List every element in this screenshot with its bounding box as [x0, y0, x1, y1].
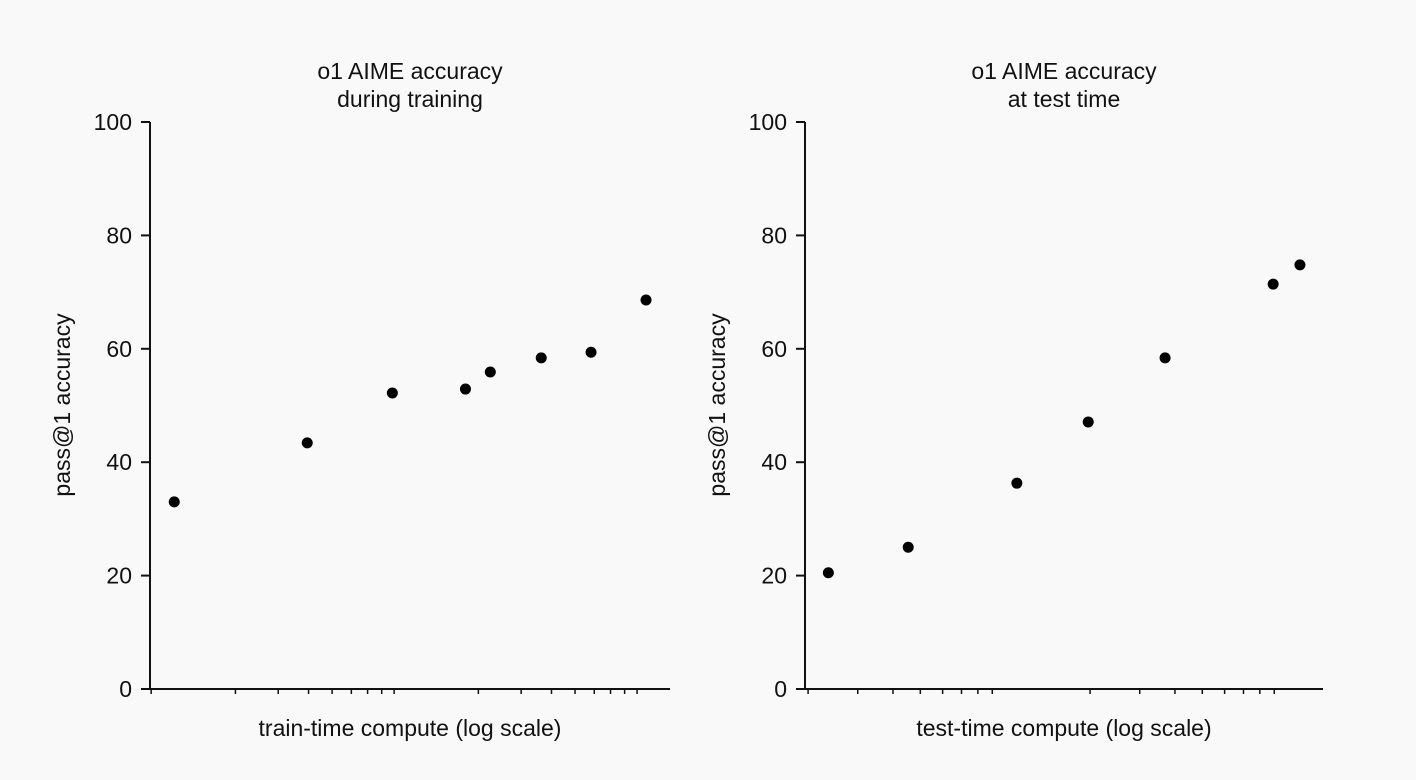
- y-axis-label: pass@1 accuracy: [49, 313, 75, 497]
- data-point: [585, 346, 597, 358]
- data-point: [386, 387, 398, 399]
- chart-title-line-1: o1 AIME accuracy: [317, 58, 503, 84]
- x-axis-label: test-time compute (log scale): [916, 715, 1211, 741]
- data-point: [902, 541, 914, 553]
- data-point: [1294, 259, 1306, 271]
- panel-train: o1 AIME accuracy during training train-t…: [49, 58, 670, 741]
- data-point: [1011, 477, 1023, 489]
- y-tick-label: 100: [749, 109, 787, 135]
- y-tick-label: 0: [119, 676, 132, 702]
- data-point: [1159, 352, 1171, 364]
- data-point: [822, 567, 834, 579]
- chart-title-line-1: o1 AIME accuracy: [971, 58, 1157, 84]
- data-point: [640, 294, 652, 306]
- y-tick-label: 40: [106, 449, 132, 475]
- y-tick-label: 0: [774, 676, 787, 702]
- y-axis-label: pass@1 accuracy: [704, 313, 730, 497]
- y-tick-label: 80: [106, 222, 132, 248]
- data-point: [484, 366, 496, 378]
- data-point: [1082, 416, 1094, 428]
- panel-test: o1 AIME accuracy at test time test-time …: [704, 58, 1323, 741]
- data-point: [459, 383, 471, 395]
- y-tick-label: 60: [106, 336, 132, 362]
- y-tick-label: 80: [761, 222, 787, 248]
- data-point: [535, 352, 547, 364]
- x-axis-label: train-time compute (log scale): [259, 715, 562, 741]
- y-tick-label: 40: [761, 449, 787, 475]
- y-tick-label: 100: [94, 109, 132, 135]
- data-point: [301, 437, 313, 449]
- data-point: [168, 496, 180, 508]
- chart-title-line-2: during training: [337, 86, 483, 112]
- chart-title-line-2: at test time: [1008, 86, 1120, 112]
- data-point: [1267, 278, 1279, 290]
- y-tick-label: 20: [761, 563, 787, 589]
- y-tick-label: 60: [761, 336, 787, 362]
- y-tick-label: 20: [106, 563, 132, 589]
